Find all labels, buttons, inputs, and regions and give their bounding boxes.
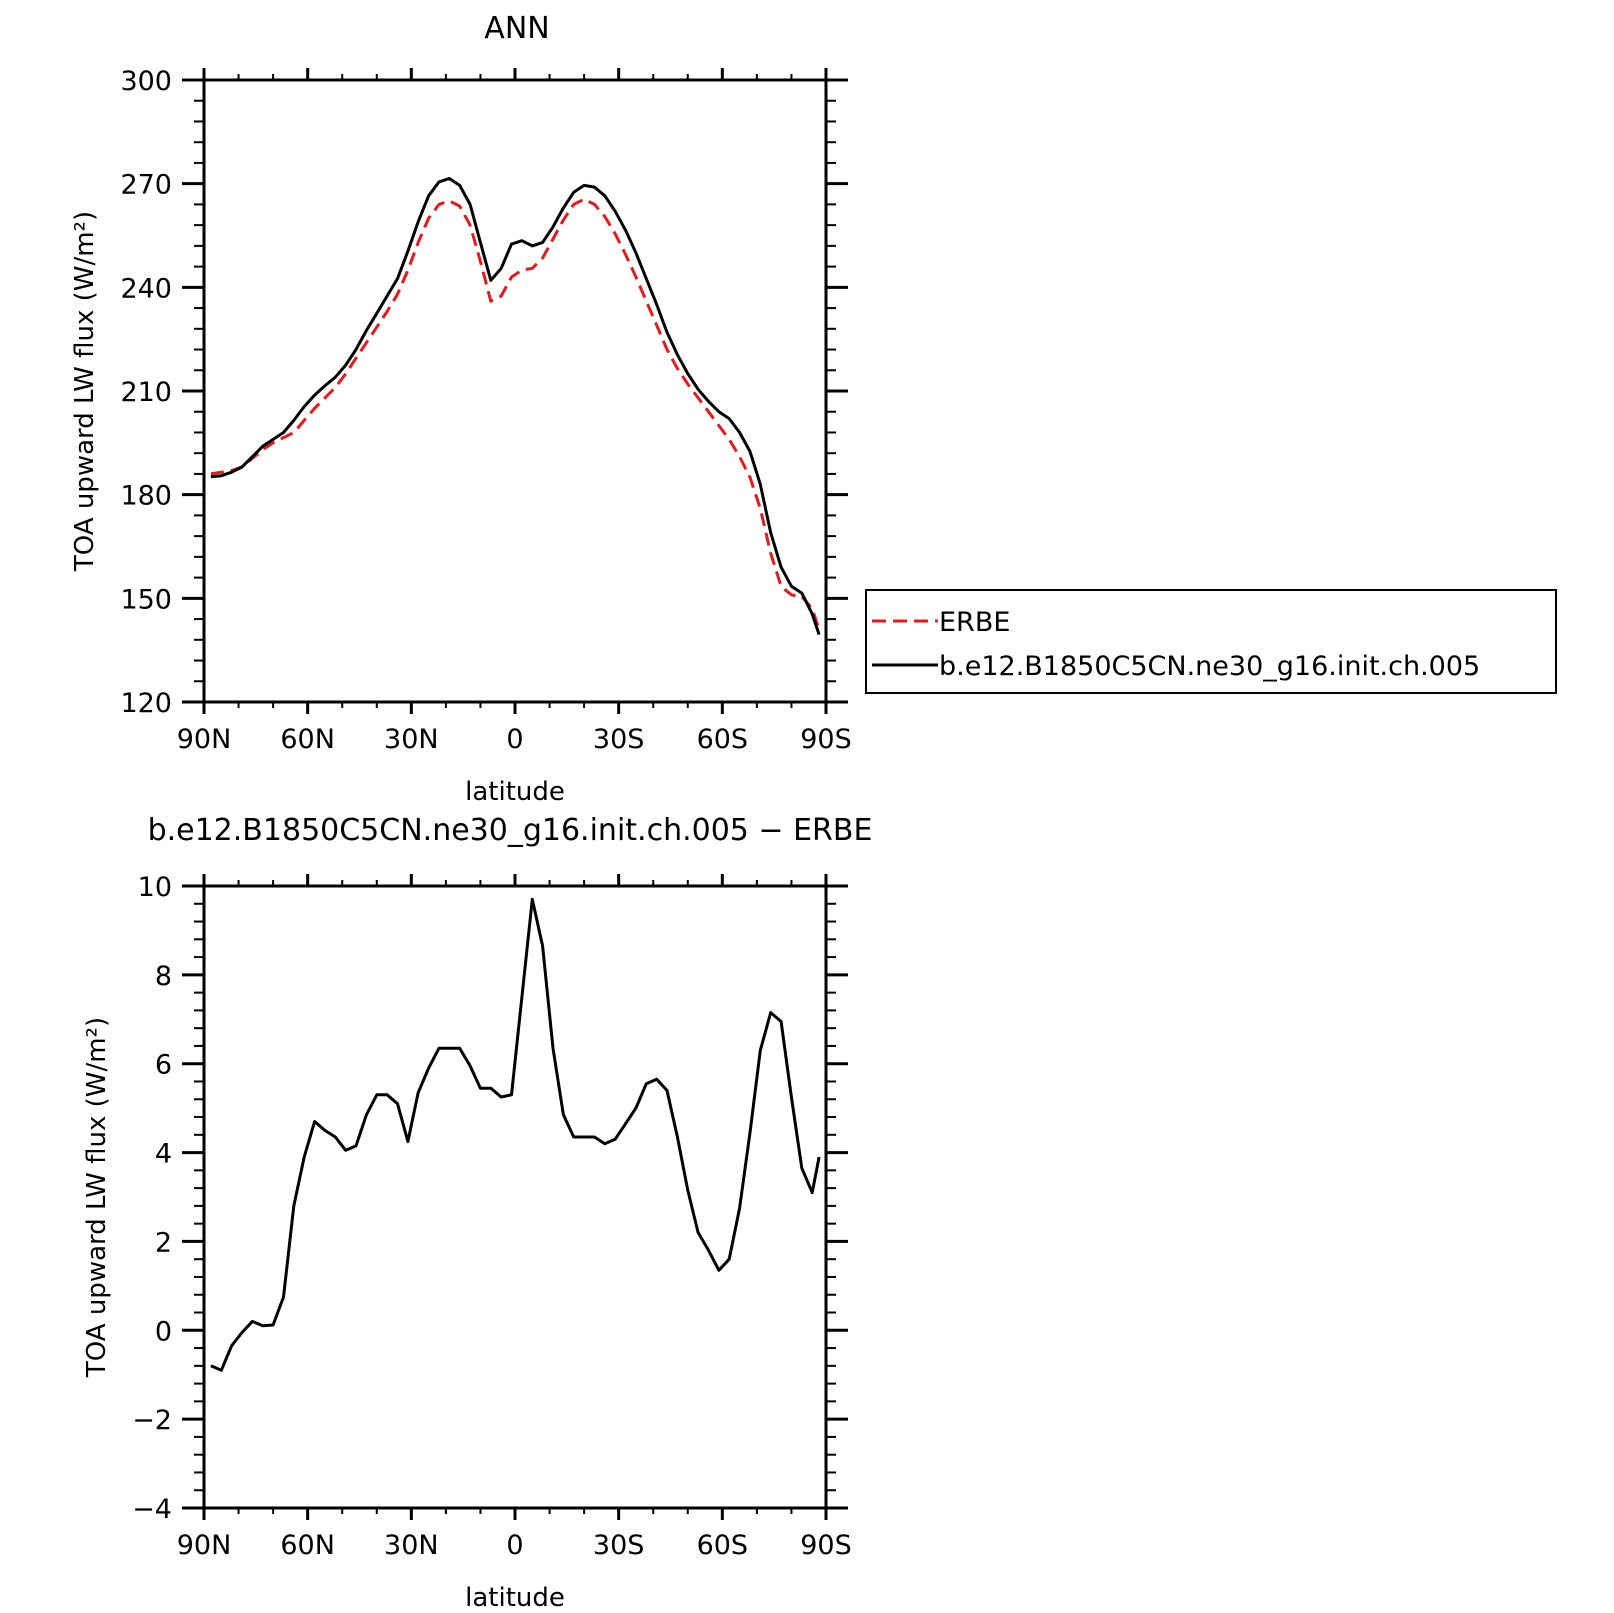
top-y-tick-label: 240 bbox=[120, 273, 172, 304]
bottom-y-tick-label: 10 bbox=[138, 872, 172, 903]
bottom-x-tick-label: 30S bbox=[593, 1530, 645, 1561]
bottom-x-tick-label: 30N bbox=[384, 1530, 439, 1561]
legend-label-erbe: ERBE bbox=[939, 607, 1010, 638]
top-panel: ANN 120 150 180 210 240 270 300 90N 60N 30N 0 30S 6… bbox=[70, 11, 852, 807]
legend-frame bbox=[865, 589, 1557, 694]
bottom-series-line-difference bbox=[210, 897, 821, 1372]
bottom-x-axis-label: latitude bbox=[465, 1583, 565, 1613]
bottom-x-tick-label: 90N bbox=[177, 1530, 232, 1561]
top-x-tick-label: 60S bbox=[697, 724, 749, 755]
top-y-tick-label: 300 bbox=[120, 66, 172, 97]
top-x-tick-label: 90N bbox=[177, 724, 232, 755]
legend: ERBE b.e12.B1850C5CN.ne30_g16.init.ch.00… bbox=[865, 589, 1557, 694]
bottom-panel: b.e12.B1850C5CN.ne30_g16.init.ch.005 − E… bbox=[82, 813, 872, 1613]
top-x-tick-labels: 90N 60N 30N 0 30S 60S 90S bbox=[177, 724, 852, 755]
top-series-lines bbox=[210, 177, 821, 636]
top-y-tick-labels: 120 150 180 210 240 270 300 bbox=[120, 66, 172, 719]
bottom-x-tick-label: 0 bbox=[506, 1530, 523, 1561]
top-y-tick-label: 180 bbox=[120, 481, 172, 512]
bottom-chart-title: b.e12.B1850C5CN.ne30_g16.init.ch.005 − E… bbox=[148, 813, 873, 848]
bottom-plot-frame bbox=[202, 884, 828, 1510]
top-plot-frame bbox=[202, 78, 828, 704]
top-series-line-model bbox=[210, 177, 821, 636]
legend-label-model: b.e12.B1850C5CN.ne30_g16.init.ch.005 bbox=[939, 651, 1480, 682]
bottom-y-tick-label: 2 bbox=[155, 1227, 172, 1258]
top-x-tick-label: 90S bbox=[800, 724, 852, 755]
bottom-y-tick-label: 4 bbox=[155, 1139, 172, 1170]
bottom-y-tick-labels: −4 −2 0 2 4 6 8 10 bbox=[132, 872, 172, 1525]
bottom-y-axis-label: TOA upward LW flux (W/m²) bbox=[82, 1017, 112, 1378]
top-axis-ticks bbox=[182, 68, 848, 714]
bottom-y-tick-label: 0 bbox=[155, 1316, 172, 1347]
top-y-tick-label: 150 bbox=[120, 584, 172, 615]
top-y-tick-label: 120 bbox=[120, 688, 172, 719]
bottom-x-tick-label: 90S bbox=[800, 1530, 852, 1561]
bottom-x-tick-label: 60S bbox=[697, 1530, 749, 1561]
bottom-y-tick-label: −4 bbox=[132, 1494, 172, 1525]
bottom-x-tick-labels: 90N 60N 30N 0 30S 60S 90S bbox=[177, 1530, 852, 1561]
bottom-series-lines bbox=[210, 897, 821, 1372]
top-x-tick-label: 30N bbox=[384, 724, 439, 755]
top-x-tick-label: 30S bbox=[593, 724, 645, 755]
bottom-y-tick-label: 8 bbox=[155, 961, 172, 992]
bottom-y-tick-label: 6 bbox=[155, 1050, 172, 1081]
top-x-tick-label: 60N bbox=[280, 724, 335, 755]
bottom-x-tick-label: 60N bbox=[280, 1530, 335, 1561]
top-y-tick-label: 270 bbox=[120, 170, 172, 201]
top-chart-title: ANN bbox=[484, 11, 549, 46]
bottom-y-tick-label: −2 bbox=[132, 1405, 172, 1436]
top-series-line-erbe bbox=[210, 197, 821, 630]
top-x-tick-label: 0 bbox=[506, 724, 523, 755]
bottom-axis-ticks bbox=[182, 874, 848, 1520]
top-y-axis-label: TOA upward LW flux (W/m²) bbox=[70, 211, 100, 572]
top-x-axis-label: latitude bbox=[465, 777, 565, 807]
top-y-tick-label: 210 bbox=[120, 377, 172, 408]
